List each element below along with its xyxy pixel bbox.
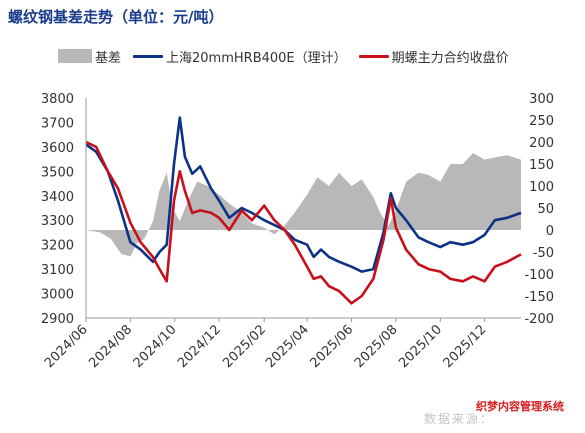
x-tick-label: 2024/12 bbox=[175, 322, 224, 371]
x-tick-label: 2024/10 bbox=[131, 322, 180, 371]
y-left-tick-label: 3100 bbox=[41, 263, 74, 278]
y-left-tick-label: 3600 bbox=[41, 141, 74, 156]
legend-swatch-basis bbox=[58, 49, 92, 63]
badge: 织梦内容管理系统 bbox=[474, 397, 566, 415]
x-tick-label: 2025/02 bbox=[220, 322, 269, 371]
y-left-tick-label: 3500 bbox=[41, 165, 74, 180]
y-right-tick-label: 100 bbox=[529, 180, 554, 195]
basis-area bbox=[86, 153, 521, 257]
y-left-tick-label: 3300 bbox=[41, 214, 74, 229]
x-tick-label: 2025/10 bbox=[396, 322, 445, 371]
x-tick-label: 2025/04 bbox=[263, 322, 312, 371]
y-left-tick-label: 3400 bbox=[41, 190, 74, 205]
x-tick-label: 2025/06 bbox=[308, 322, 357, 371]
watermark: 数据来源： bbox=[424, 412, 495, 426]
legend-swatch-spot bbox=[133, 54, 164, 58]
y-right-tick-label: 300 bbox=[529, 92, 554, 107]
y-right-tick-label: -200 bbox=[524, 312, 554, 327]
legend-label-spot: 上海20mmHRB400E（理计） bbox=[166, 50, 347, 66]
y-right-tick-label: 50 bbox=[537, 202, 554, 217]
legend-item-futures: 期螺主力合约收盘价 bbox=[358, 47, 509, 66]
futures-price-line bbox=[85, 140, 522, 305]
y-right-tick-label: 150 bbox=[529, 158, 554, 173]
y-left-tick-label: 3700 bbox=[41, 116, 74, 131]
legend-label-futures: 期螺主力合约收盘价 bbox=[391, 50, 509, 66]
y-right-tick-label: 200 bbox=[529, 136, 554, 151]
y-left-tick-label: 3000 bbox=[41, 288, 74, 303]
y-right-tick-label: -150 bbox=[524, 290, 554, 305]
y-right-tick-label: 250 bbox=[529, 114, 554, 129]
y-right-tick-label: -100 bbox=[524, 268, 554, 283]
x-tick-label: 2025/12 bbox=[441, 322, 490, 371]
y-right-tick-label: -50 bbox=[533, 246, 554, 261]
x-tick-label: 2025/08 bbox=[352, 322, 401, 371]
x-tick-label: 2024/08 bbox=[86, 322, 135, 371]
y-left-tick-label: 3800 bbox=[41, 92, 74, 107]
legend-item-basis: 基差 bbox=[58, 47, 121, 66]
legend-item-spot: 上海20mmHRB400E（理计） bbox=[133, 47, 347, 66]
legend-label-basis: 基差 bbox=[95, 50, 122, 66]
y-left-tick-label: 3200 bbox=[41, 239, 74, 254]
x-tick-label: 2024/06 bbox=[42, 322, 91, 371]
y-right-tick-label: 0 bbox=[546, 224, 554, 239]
legend-swatch-futures bbox=[358, 54, 389, 58]
y-left-tick-label: 2900 bbox=[41, 312, 74, 327]
chart-title: 螺纹钢基差走势（单位：元/吨） bbox=[8, 8, 224, 26]
legend: 基差 上海20mmHRB400E（理计） 期螺主力合约收盘价 bbox=[58, 44, 521, 68]
spot-price-line bbox=[85, 116, 522, 273]
